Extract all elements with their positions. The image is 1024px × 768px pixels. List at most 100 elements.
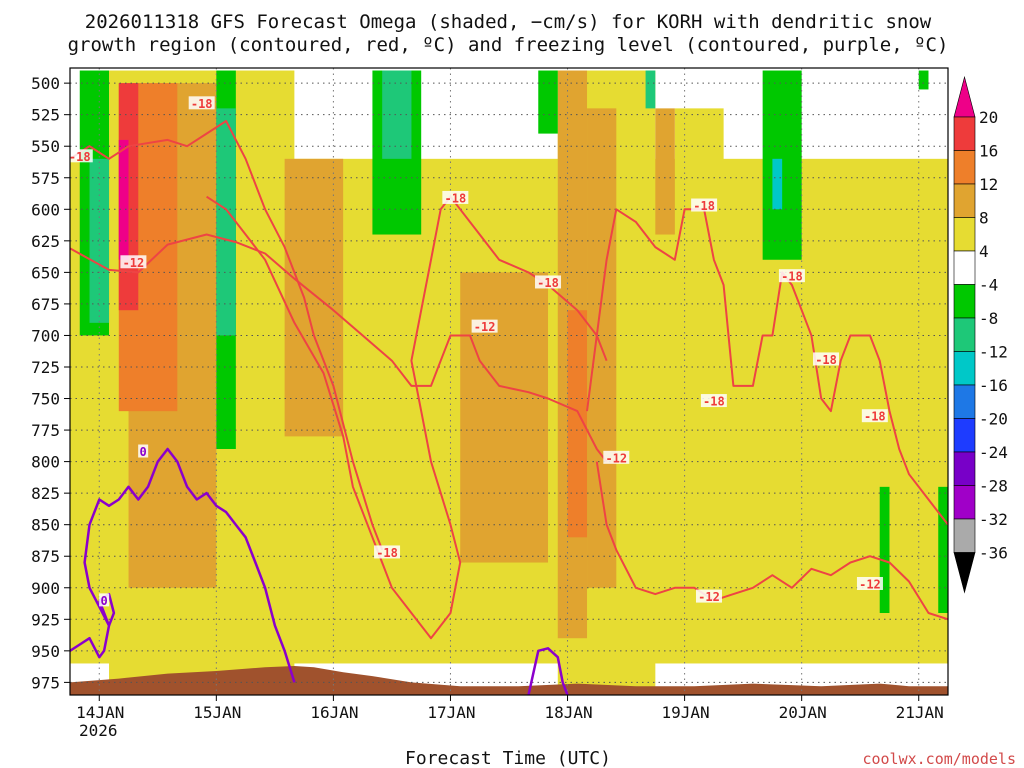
y-tick-label-750: 750 [31,390,60,409]
omega-region-11 [655,108,675,235]
omega-region-23 [938,486,948,613]
contour-label-bg-0 [66,149,93,163]
contour-label-bg-14 [813,352,840,366]
contour-label-bg-5 [374,545,401,559]
colorbar-bin-3 [953,183,976,218]
terrain-layer [70,666,948,695]
contour-label-bg-11 [695,589,722,603]
contour-label-bg-10 [691,198,718,212]
contour-label-bg-7 [471,319,498,333]
dgz-contour--18-top [70,120,384,551]
x-tick-label-4: 18JAN [544,703,592,722]
y-tick-label-600: 600 [31,200,60,219]
contour-label-bg-12 [700,394,727,408]
x-axis-title: Forecast Time (UTC) [405,748,611,768]
x-tick-label-2: 16JAN [310,703,358,722]
x-tick-label-5: 19JAN [662,703,710,722]
omega-region-7 [284,158,344,437]
omega-region-4 [674,108,724,651]
contour-label-1: -18 [191,97,213,111]
y-axis: 500 525 550 575 600 625 650 675 700 725 750 775 800 8… [31,74,70,692]
colorbar-label-8: -16 [979,376,1008,395]
contour-label-bg-13 [778,269,805,283]
y-tick-label-650: 650 [31,263,60,282]
colorbar-bin-6 [953,284,976,319]
x-tick-label-0: 14JAN [76,703,124,722]
colorbar-label-4: 4 [979,242,989,261]
colorbar-label-11: -28 [979,477,1008,496]
dgz-contour--12-south [595,461,948,621]
contour-label-0: -18 [69,150,91,164]
contour-label-16: -12 [859,577,881,591]
colorbar-bin-10 [953,418,976,453]
colorbar: 20 16 12 8 4 -4 -8 -12 -16 -20 -24 -28 -32 -36 [953,75,1008,594]
colorbar-label-6: -8 [979,309,998,328]
omega-shading [70,70,948,695]
contour-label-2: -12 [123,256,145,270]
colorbar-bin-8 [953,351,976,386]
contour-label-bg-6 [442,190,469,204]
contour-label-11: -12 [698,590,720,604]
y-tick-label-500: 500 [31,74,60,93]
contour-label-15: -18 [864,410,886,424]
colorbar-label-2: 12 [979,175,998,194]
contour-label-3: 0 [140,445,147,459]
y-tick-label-675: 675 [31,295,60,314]
freezing-contour-0-east [527,647,569,695]
contour-label-12: -18 [703,395,725,409]
contour-label-bg-9 [603,450,630,464]
colorbar-label-13: -36 [979,544,1008,563]
y-tick-label-775: 775 [31,421,60,440]
colorbar-label-5: -4 [979,276,998,295]
omega-region-28 [772,158,783,210]
y-tick-label-800: 800 [31,453,60,472]
colorbar-bin-9 [953,384,976,419]
contour-label-10: -18 [693,199,715,213]
contour-label-bg-16 [856,576,883,590]
chart-title-line-1: 2026011318 GFS Forecast Omega (shaded, −… [85,11,932,33]
terrain-fill [70,666,948,695]
colorbar-label-7: -12 [979,343,1008,362]
omega-region-21 [918,70,929,90]
y-tick-label-900: 900 [31,579,60,598]
omega-region-8 [460,272,549,563]
colorbar-bin-7 [953,317,976,352]
contour-label-9: -12 [605,451,627,465]
colorbar-bottom-arrow [953,552,976,594]
y-tick-label-950: 950 [31,642,60,661]
y-tick-label-825: 825 [31,484,60,503]
y-tick-label-875: 875 [31,547,60,566]
colorbar-label-10: -24 [979,443,1008,462]
dgz-contour--12-north [70,233,608,463]
colorbar-bin-1 [953,116,976,151]
y-tick-label-575: 575 [31,169,60,188]
contour-label-layer: -18 -18 -12 0 0 -18 -18 -12 -18 -12 -18 -12 -18 -18 -1… [66,96,888,608]
y-tick-label-925: 925 [31,610,60,629]
contour-label-4: 0 [101,594,108,608]
plot-frame [69,67,949,696]
contour-label-bg-15 [861,409,888,423]
contour-label-7: -12 [474,320,496,334]
omega-region-19 [538,70,558,134]
y-tick-label-525: 525 [31,106,60,125]
colorbar-bin-13 [953,518,976,553]
colorbar-bin-12 [953,485,976,520]
y-tick-label-700: 700 [31,326,60,345]
colorbar-bin-2 [953,150,976,185]
contour-label-13: -18 [781,270,803,284]
contour-label-bg-2 [120,255,147,269]
colorbar-top-arrow [953,75,976,118]
credit-text: coolwx.com/models [862,750,1016,768]
omega-region-24 [89,158,110,323]
dgz-contour--18-east [586,208,948,526]
contour-label-6: -18 [445,191,467,205]
contour-label-8: -18 [537,276,559,290]
x-tick-label-6: 20JAN [779,703,827,722]
omega-region-27 [645,70,656,109]
colorbar-label-9: -20 [979,410,1008,429]
colorbar-label-0: 20 [979,108,998,127]
omega-region-15 [118,139,129,260]
x-tick-sublabel-0: 2026 [79,721,118,740]
contour-label-5: -18 [376,546,398,560]
